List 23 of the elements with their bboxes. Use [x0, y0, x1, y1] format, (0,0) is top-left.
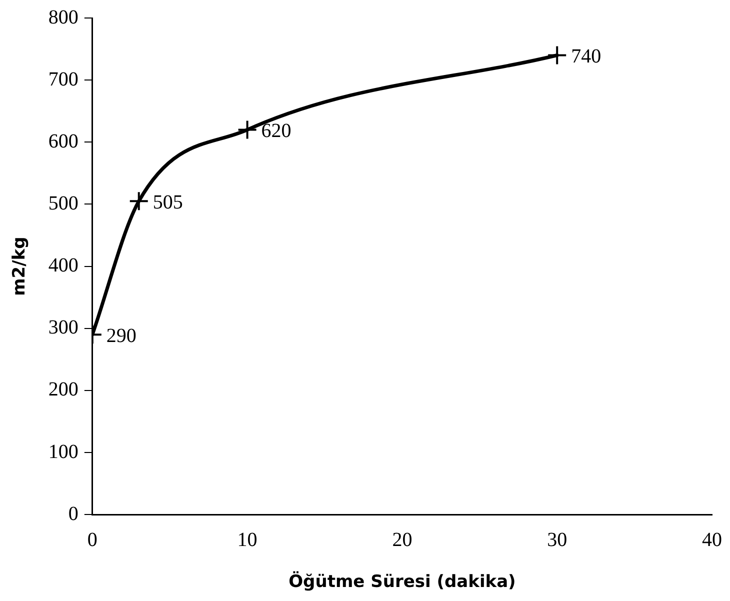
y-tick-label: 0: [68, 502, 78, 525]
x-tick-label: 40: [702, 528, 722, 551]
x-axis-title: Öğütme Süresi (dakika): [288, 571, 516, 592]
y-tick-label: 600: [48, 130, 78, 152]
y-tick-label: 400: [48, 254, 78, 277]
y-tick-label: 500: [48, 192, 78, 214]
data-label: 290: [106, 324, 136, 347]
data-label: 505: [152, 191, 183, 214]
x-tick-label: 20: [392, 528, 412, 551]
y-tick-label: 700: [48, 68, 78, 90]
point: [128, 191, 149, 212]
data-label: 620: [261, 120, 292, 142]
x-tick-label: 10: [237, 528, 258, 551]
x-tick-label: 30: [547, 528, 568, 551]
y-tick-label: 800: [48, 6, 78, 28]
y-axis-title: m2/kg: [10, 236, 30, 296]
point: [547, 45, 568, 66]
data-label: 740: [571, 45, 602, 68]
y-tick-label: 300: [48, 316, 78, 339]
x-tick-label: 0: [87, 528, 98, 551]
y-tick-label: 200: [48, 378, 78, 401]
y-tick-label: 100: [48, 440, 78, 463]
point: [237, 120, 258, 140]
